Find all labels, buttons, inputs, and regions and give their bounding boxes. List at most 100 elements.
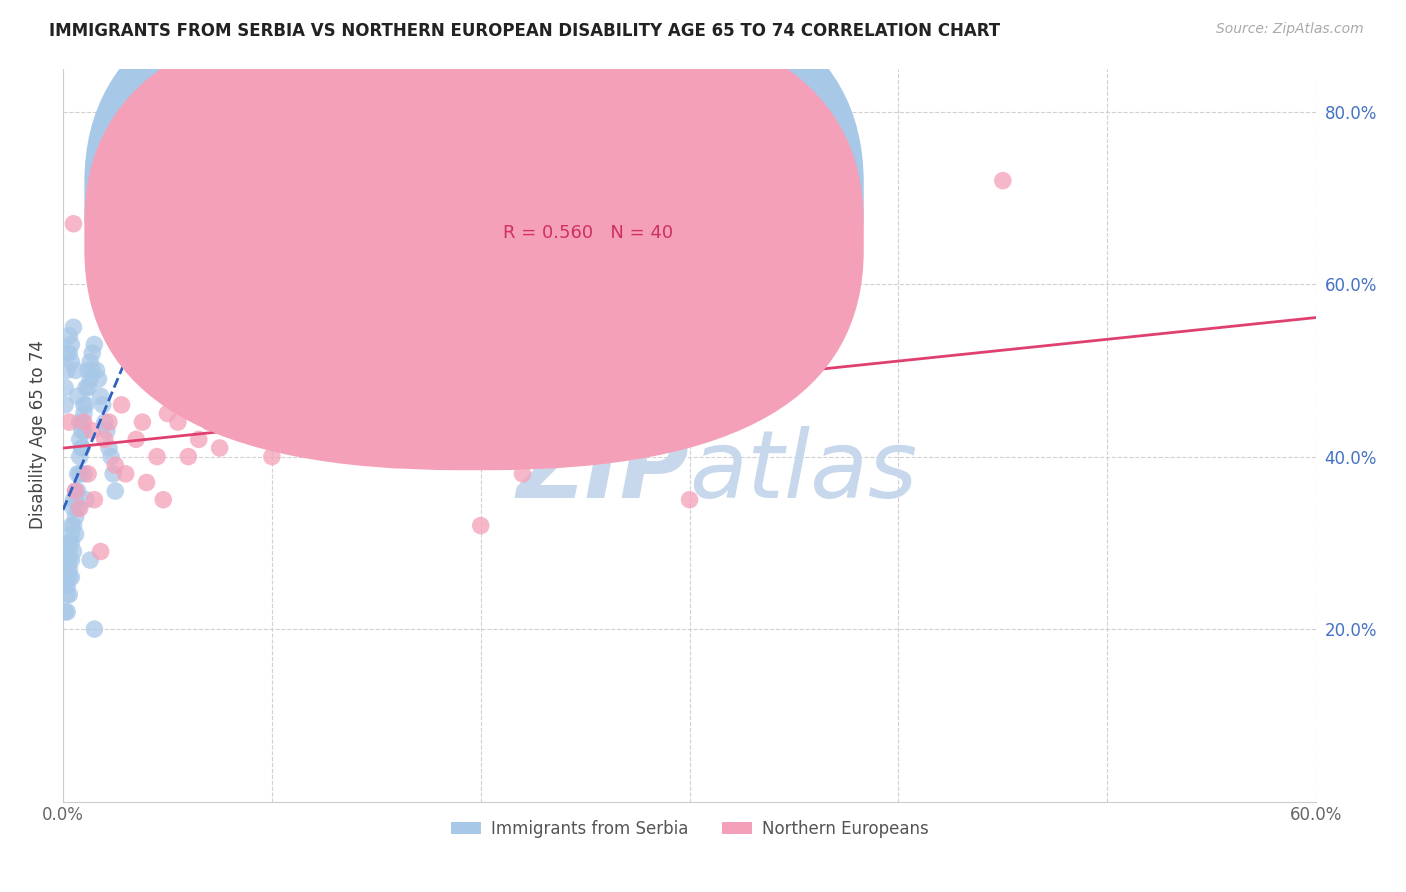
Point: [83, 622, 105, 636]
Point: [167, 415, 190, 429]
Point: [79, 553, 101, 567]
Point: [53, 562, 76, 576]
Point: [77, 467, 100, 481]
Point: [62, 544, 84, 558]
Point: [75, 381, 97, 395]
Point: [62, 217, 84, 231]
Point: [94, 433, 117, 447]
Point: [114, 467, 136, 481]
Point: [69, 450, 91, 464]
Point: [75, 492, 97, 507]
Point: [66, 389, 89, 403]
Point: [66, 484, 89, 499]
Point: [82, 424, 104, 438]
Point: [69, 433, 91, 447]
Point: [73, 407, 96, 421]
Point: [131, 415, 153, 429]
Point: [73, 415, 96, 429]
Point: [65, 492, 87, 507]
Point: [65, 527, 87, 541]
Point: [73, 467, 96, 481]
Point: [73, 424, 96, 438]
Point: [82, 363, 104, 377]
Legend: Immigrants from Serbia, Northern Europeans: Immigrants from Serbia, Northern Europea…: [444, 814, 935, 845]
Point: [574, 415, 596, 429]
Point: [69, 415, 91, 429]
Point: [53, 381, 76, 395]
Point: [678, 492, 700, 507]
Point: [427, 441, 450, 455]
Point: [60, 553, 83, 567]
Point: [177, 450, 200, 464]
Point: [260, 450, 283, 464]
Point: [146, 450, 169, 464]
Point: [208, 441, 231, 455]
Point: [56, 553, 79, 567]
FancyBboxPatch shape: [84, 0, 863, 431]
Point: [219, 303, 242, 318]
Point: [58, 536, 80, 550]
Point: [56, 562, 79, 576]
Point: [56, 605, 79, 619]
Point: [135, 475, 157, 490]
Point: [83, 492, 105, 507]
Y-axis label: Disability Age 65 to 74: Disability Age 65 to 74: [30, 341, 46, 530]
Point: [60, 337, 83, 351]
Point: [344, 415, 367, 429]
Point: [156, 407, 179, 421]
Point: [62, 501, 84, 516]
Point: [86, 363, 108, 377]
Point: [60, 355, 83, 369]
Point: [82, 346, 104, 360]
Point: [101, 467, 124, 481]
Point: [56, 570, 79, 584]
Point: [70, 424, 93, 438]
Point: [56, 579, 79, 593]
Point: [70, 441, 93, 455]
Point: [83, 337, 105, 351]
Point: [62, 518, 84, 533]
Point: [56, 536, 79, 550]
Point: [60, 527, 83, 541]
FancyBboxPatch shape: [84, 3, 863, 470]
Point: [66, 467, 89, 481]
Point: [58, 588, 80, 602]
Point: [96, 424, 118, 438]
Point: [98, 415, 121, 429]
Point: [56, 346, 79, 360]
Point: [512, 467, 534, 481]
Point: [87, 372, 110, 386]
Point: [90, 389, 112, 403]
Point: [98, 441, 121, 455]
Point: [65, 484, 87, 499]
Point: [60, 536, 83, 550]
Point: [53, 579, 76, 593]
Point: [79, 372, 101, 386]
Point: [385, 441, 408, 455]
Point: [104, 458, 127, 473]
Point: [77, 363, 100, 377]
Point: [62, 492, 84, 507]
Point: [73, 398, 96, 412]
Point: [70, 441, 93, 455]
Point: [991, 174, 1014, 188]
Point: [56, 588, 79, 602]
Text: atlas: atlas: [689, 426, 918, 517]
Point: [62, 320, 84, 334]
Point: [94, 415, 117, 429]
Point: [70, 415, 93, 429]
Point: [302, 389, 325, 403]
Point: [104, 484, 127, 499]
Point: [53, 605, 76, 619]
Point: [366, 389, 388, 403]
Point: [65, 510, 87, 524]
Text: R = 0.063   N = 77: R = 0.063 N = 77: [503, 185, 673, 202]
Text: R = 0.560   N = 40: R = 0.560 N = 40: [503, 225, 673, 243]
Point: [58, 329, 80, 343]
Point: [77, 381, 100, 395]
Point: [240, 320, 263, 334]
Point: [60, 518, 83, 533]
Point: [90, 544, 112, 558]
Text: ZIP: ZIP: [516, 425, 689, 517]
Point: [58, 544, 80, 558]
